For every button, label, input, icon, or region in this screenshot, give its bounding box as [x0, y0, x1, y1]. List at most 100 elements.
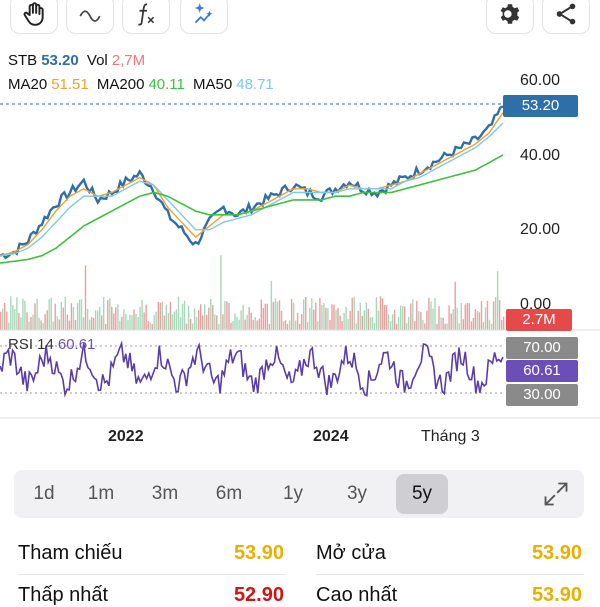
volume-bar	[191, 323, 194, 330]
share-button[interactable]	[542, 0, 590, 34]
ai-analysis-button[interactable]	[180, 0, 228, 34]
range-3y-button[interactable]: 3y	[346, 483, 368, 504]
volume-bar	[125, 314, 127, 330]
ref-price-value: 53.90	[233, 542, 284, 564]
rsi-legend-label: RSI 14	[8, 336, 54, 353]
volume-bar	[149, 322, 151, 330]
volume-bar	[32, 314, 34, 330]
volume-bar	[66, 314, 69, 330]
expand-button[interactable]	[542, 480, 570, 508]
volume-bar	[494, 297, 497, 330]
volume-bar	[169, 301, 172, 330]
volume-bar	[333, 304, 335, 330]
open-price-value: 53.90	[531, 542, 582, 564]
volume-bar	[244, 319, 246, 330]
volume-bar	[440, 317, 442, 330]
volume-bar	[418, 311, 420, 330]
legend-ma200: 40.11	[148, 76, 185, 93]
volume-bar	[80, 299, 83, 330]
y-axis-label-60: 60.00	[520, 72, 561, 89]
legend-price: 53.20	[41, 52, 79, 69]
volume-bar	[121, 316, 123, 330]
settings-button[interactable]	[486, 0, 534, 34]
range-1y-button[interactable]: 1y	[282, 483, 304, 504]
volume-bar	[76, 302, 79, 330]
volume-bar	[173, 311, 176, 330]
low-price-label: Thấp nhất	[18, 584, 109, 606]
volume-bar	[472, 317, 475, 330]
volume-bar	[94, 310, 97, 330]
legend-ma20-label: MA20	[8, 76, 48, 93]
volume-bar	[153, 315, 155, 330]
stats-divider-left	[18, 574, 286, 575]
rsi-70-badge: 70.00	[506, 337, 578, 359]
hand-tool-button[interactable]	[10, 0, 58, 34]
volume-bar	[371, 316, 374, 330]
indicator-button[interactable]	[122, 0, 170, 34]
volume-bar	[446, 323, 448, 330]
volume-bar	[159, 302, 161, 330]
volume-bar	[430, 301, 432, 330]
volume-bar	[438, 306, 440, 330]
volume-bar	[454, 281, 456, 330]
volume-bar	[468, 303, 470, 330]
volume-bar	[252, 319, 254, 330]
volume-bar	[448, 305, 450, 330]
volume-bar	[381, 298, 384, 330]
volume-bar	[183, 300, 186, 330]
volume-bar	[185, 323, 188, 330]
volume-bar	[345, 306, 347, 330]
volume-bar	[258, 318, 260, 330]
volume-bar	[422, 320, 424, 330]
volume-bar	[222, 314, 224, 330]
volume-bar	[26, 312, 28, 330]
volume-bar	[107, 300, 109, 330]
volume-bar	[343, 312, 345, 330]
open-price-label: Mở cửa	[316, 542, 386, 564]
range-3m-button[interactable]: 3m	[151, 483, 179, 504]
volume-bar	[88, 319, 91, 330]
volume-bar	[10, 296, 12, 330]
volume-bar	[402, 306, 404, 330]
range-6m-button[interactable]: 6m	[215, 483, 243, 504]
volume-bar	[339, 315, 341, 330]
volume-bar	[341, 321, 343, 330]
price-chart[interactable]	[0, 40, 600, 460]
volume-bar	[171, 314, 174, 330]
stats-divider-right	[316, 574, 584, 575]
volume-bar	[416, 300, 418, 330]
volume-bar	[193, 308, 196, 330]
low-price-value: 52.90	[233, 584, 284, 606]
volume-bar	[115, 307, 117, 330]
rsi-series-line	[0, 340, 504, 398]
series-line-ma200	[0, 154, 504, 264]
ai-sparkle-icon	[194, 3, 213, 24]
range-1d-button[interactable]: 1d	[33, 483, 55, 504]
legend-row-1: STB 53.20 Vol 2,7M	[8, 52, 149, 69]
volume-bar	[90, 317, 93, 330]
volume-bar	[476, 311, 479, 330]
volume-bar	[305, 296, 307, 330]
volume-bar	[44, 314, 46, 330]
volume-bar	[50, 297, 52, 330]
volume-bar	[367, 308, 369, 330]
volume-bar	[317, 321, 319, 330]
volume-bar	[242, 304, 244, 330]
y-axis-label-40: 40.00	[520, 147, 561, 164]
volume-bar	[74, 320, 77, 330]
trend-tool-button[interactable]	[66, 0, 114, 34]
volume-bar	[22, 298, 24, 330]
volume-bar	[349, 310, 351, 330]
volume-bar	[351, 297, 353, 330]
range-1m-button[interactable]: 1m	[87, 483, 115, 504]
range-5y-button[interactable]: 5y	[396, 474, 448, 514]
x-axis-label-2024: 2024	[313, 428, 349, 445]
volume-bar	[84, 265, 87, 330]
volume-bar	[8, 322, 10, 330]
volume-bar	[294, 320, 297, 330]
volume-bar	[34, 303, 36, 330]
volume-bar	[64, 297, 66, 330]
volume-bar	[139, 306, 141, 330]
volume-bar	[86, 308, 89, 330]
volume-bar	[436, 323, 438, 330]
